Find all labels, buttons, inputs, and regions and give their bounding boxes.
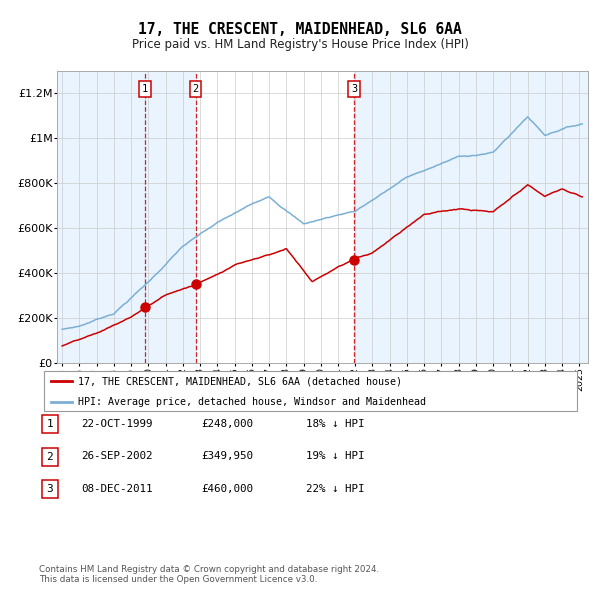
- Text: 3: 3: [351, 84, 358, 94]
- Text: 22% ↓ HPI: 22% ↓ HPI: [306, 484, 365, 493]
- Text: 17, THE CRESCENT, MAIDENHEAD, SL6 6AA: 17, THE CRESCENT, MAIDENHEAD, SL6 6AA: [138, 22, 462, 37]
- Text: 2: 2: [46, 452, 53, 461]
- Text: 2: 2: [193, 84, 199, 94]
- Text: 3: 3: [46, 484, 53, 494]
- FancyBboxPatch shape: [42, 480, 58, 498]
- FancyBboxPatch shape: [42, 448, 58, 466]
- Text: HPI: Average price, detached house, Windsor and Maidenhead: HPI: Average price, detached house, Wind…: [77, 398, 425, 407]
- Text: £349,950: £349,950: [201, 451, 253, 461]
- Text: 08-DEC-2011: 08-DEC-2011: [81, 484, 152, 493]
- Text: 18% ↓ HPI: 18% ↓ HPI: [306, 419, 365, 428]
- Text: Contains HM Land Registry data © Crown copyright and database right 2024.
This d: Contains HM Land Registry data © Crown c…: [39, 565, 379, 584]
- Text: 22-OCT-1999: 22-OCT-1999: [81, 419, 152, 428]
- Text: 17, THE CRESCENT, MAIDENHEAD, SL6 6AA (detached house): 17, THE CRESCENT, MAIDENHEAD, SL6 6AA (d…: [77, 376, 401, 386]
- Bar: [145, 71, 196, 363]
- Text: 1: 1: [142, 84, 148, 94]
- Text: £248,000: £248,000: [201, 419, 253, 428]
- Bar: [354, 71, 588, 363]
- FancyBboxPatch shape: [44, 371, 577, 411]
- Text: £460,000: £460,000: [201, 484, 253, 493]
- Bar: [57, 71, 145, 363]
- Text: Price paid vs. HM Land Registry's House Price Index (HPI): Price paid vs. HM Land Registry's House …: [131, 38, 469, 51]
- Text: 1: 1: [46, 419, 53, 429]
- Text: 19% ↓ HPI: 19% ↓ HPI: [306, 451, 365, 461]
- FancyBboxPatch shape: [42, 415, 58, 433]
- Text: 26-SEP-2002: 26-SEP-2002: [81, 451, 152, 461]
